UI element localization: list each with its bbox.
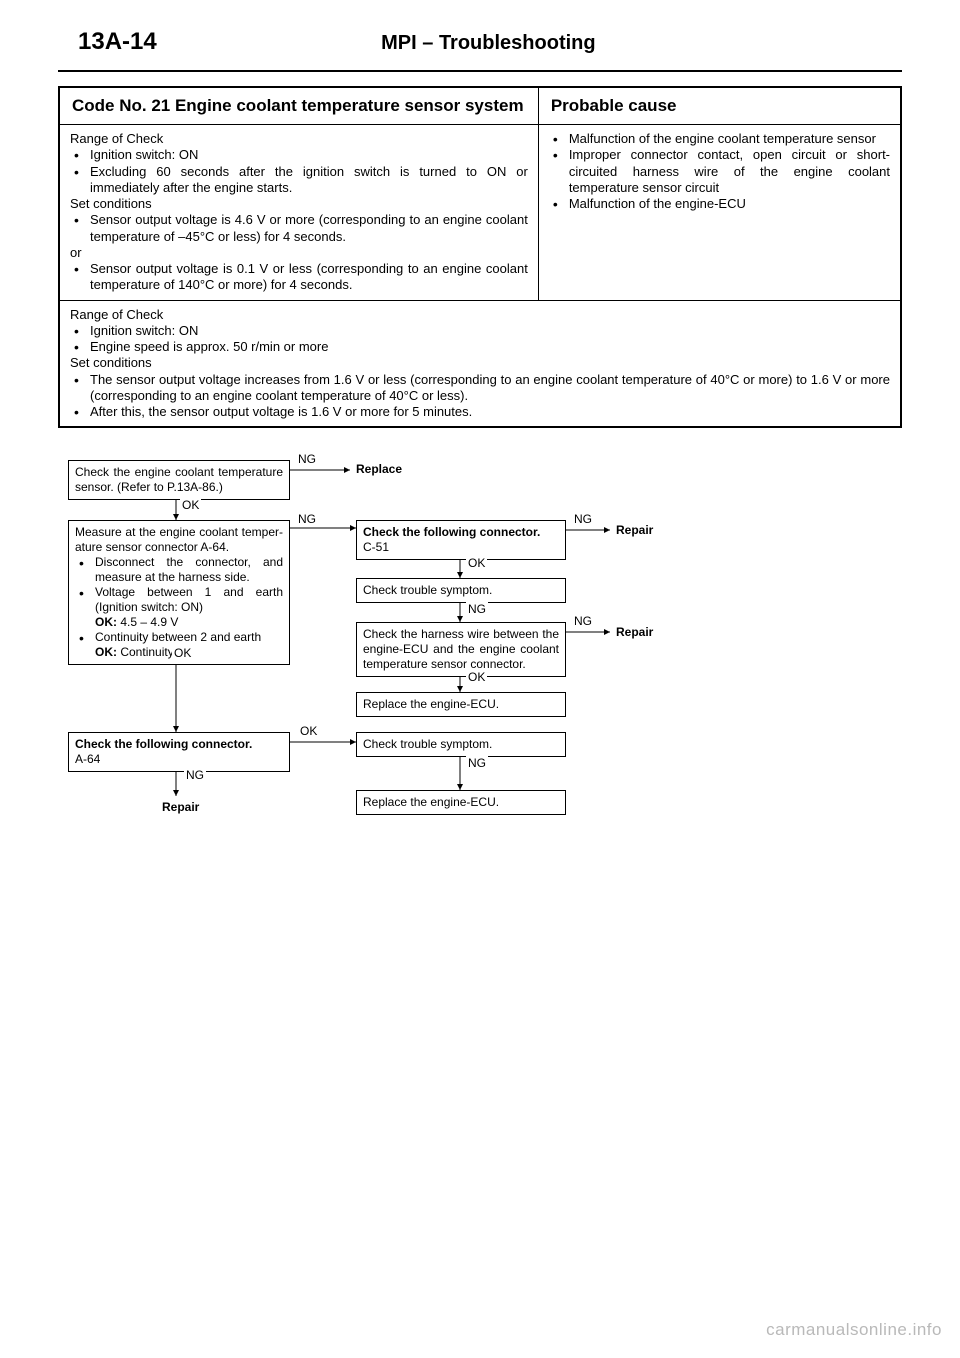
page-title: MPI – Troubleshooting bbox=[157, 32, 900, 55]
set-cond-item: Sensor output voltage is 0.1 V or less (… bbox=[70, 261, 528, 294]
watermark: carmanualsonline.info bbox=[766, 1320, 942, 1340]
range-item: Excluding 60 seconds after the ignition … bbox=[70, 164, 528, 197]
flow-box-replace-ecu-1: Replace the engine-ECU. bbox=[356, 692, 566, 717]
or-label: or bbox=[70, 245, 528, 261]
flow-label-ok: OK bbox=[180, 498, 201, 513]
flow-text: Check the harness wire between the engin… bbox=[363, 627, 559, 671]
range-item: Ignition switch: ON bbox=[70, 323, 890, 339]
cause-list: Malfunction of the engine coolant temper… bbox=[549, 131, 890, 212]
flow-text: Check trouble symptom. bbox=[363, 737, 492, 751]
ok-label: OK: bbox=[95, 645, 117, 659]
range-list: Ignition switch: ON Engine speed is appr… bbox=[70, 323, 890, 356]
flow-label-replace: Replace bbox=[354, 462, 404, 477]
flow-item: Voltage between 1 and earth (Ignition sw… bbox=[75, 585, 283, 630]
set-cond-item: The sensor output voltage increases from… bbox=[70, 372, 890, 405]
flow-box-replace-ecu-2: Replace the engine-ECU. bbox=[356, 790, 566, 815]
flow-box-connector-a64: Check the following connector. A-64 bbox=[68, 732, 290, 772]
flow-label-ok: OK bbox=[172, 646, 193, 661]
cause-item: Improper connector contact, open circuit… bbox=[549, 147, 890, 196]
flow-text: Voltage between 1 and earth (Ignition sw… bbox=[95, 585, 283, 614]
flow-box-measure-connector: Measure at the engine coolant temper-atu… bbox=[68, 520, 290, 665]
range-heading: Range of Check bbox=[70, 131, 528, 147]
flow-text: Replace the engine-ECU. bbox=[363, 795, 499, 809]
ok-value: Continuity bbox=[120, 645, 173, 659]
flow-label-ng: NG bbox=[466, 602, 488, 617]
flow-label-ng: NG bbox=[184, 768, 206, 783]
ok-value: 4.5 – 4.9 V bbox=[120, 615, 178, 629]
range-check-2: Range of Check Ignition switch: ON Engin… bbox=[60, 301, 900, 427]
code-title-cell: Code No. 21 Engine coolant temperature s… bbox=[60, 88, 539, 125]
probable-causes: Malfunction of the engine coolant temper… bbox=[539, 125, 900, 301]
range-item: Ignition switch: ON bbox=[70, 147, 528, 163]
ok-label: OK: bbox=[95, 615, 117, 629]
flow-text: Check the following connector. bbox=[363, 525, 540, 539]
table-body-row-1: Range of Check Ignition switch: ON Exclu… bbox=[60, 125, 900, 301]
flow-text: Continuity between 2 and earth bbox=[95, 630, 261, 644]
range-heading: Range of Check bbox=[70, 307, 890, 323]
page-number: 13A-14 bbox=[78, 28, 157, 56]
flow-text: Measure at the engine coolant temper-atu… bbox=[75, 525, 283, 555]
table-body-row-2: Range of Check Ignition switch: ON Engin… bbox=[60, 301, 900, 427]
set-cond-list: Sensor output voltage is 4.6 V or more (… bbox=[70, 212, 528, 245]
set-cond-item: After this, the sensor output voltage is… bbox=[70, 404, 890, 420]
flow-label-repair: Repair bbox=[614, 523, 655, 538]
flow-box-check-harness: Check the harness wire between the engin… bbox=[356, 622, 566, 677]
flow-text: A-64 bbox=[75, 752, 100, 766]
flow-label-repair: Repair bbox=[614, 625, 655, 640]
flow-label-ng: NG bbox=[572, 614, 594, 629]
header-rule bbox=[58, 70, 902, 72]
flow-text: Replace the engine-ECU. bbox=[363, 697, 499, 711]
flow-box-check-sensor: Check the engine coolant temperature sen… bbox=[68, 460, 290, 500]
flow-text: Check trouble symptom. bbox=[363, 583, 492, 597]
set-cond-heading: Set conditions bbox=[70, 196, 528, 212]
cause-item: Malfunction of the engine coolant temper… bbox=[549, 131, 890, 147]
flow-label-ok: OK bbox=[466, 556, 487, 571]
flow-box-check-symptom-2: Check trouble symptom. bbox=[356, 732, 566, 757]
set-cond-list-2: Sensor output voltage is 0.1 V or less (… bbox=[70, 261, 528, 294]
diagnostic-table: Code No. 21 Engine coolant temperature s… bbox=[58, 86, 902, 428]
set-cond-list: The sensor output voltage increases from… bbox=[70, 372, 890, 421]
flow-text: C-51 bbox=[363, 540, 389, 554]
flow-box-check-symptom-1: Check trouble symptom. bbox=[356, 578, 566, 603]
flow-label-repair: Repair bbox=[160, 800, 201, 815]
title-separator: – bbox=[422, 32, 433, 54]
flowchart: Check the engine coolant temperature sen… bbox=[58, 452, 902, 852]
set-cond-heading: Set conditions bbox=[70, 355, 890, 371]
flow-label-ok: OK bbox=[466, 670, 487, 685]
flow-box-connector-c51: Check the following connector. C-51 bbox=[356, 520, 566, 560]
flow-label-ng: NG bbox=[296, 512, 318, 527]
flow-list: Disconnect the connector, and measure at… bbox=[75, 555, 283, 660]
subtitle: Troubleshooting bbox=[439, 32, 596, 54]
flow-label-ng: NG bbox=[466, 756, 488, 771]
flow-text: Check the engine coolant temperature sen… bbox=[75, 465, 283, 494]
range-check-1: Range of Check Ignition switch: ON Exclu… bbox=[60, 125, 539, 301]
flow-text: Check the following connector. bbox=[75, 737, 252, 751]
cause-item: Malfunction of the engine-ECU bbox=[549, 196, 890, 212]
set-cond-item: Sensor output voltage is 4.6 V or more (… bbox=[70, 212, 528, 245]
page-header: 13A-14 MPI – Troubleshooting bbox=[0, 0, 960, 66]
range-item: Engine speed is approx. 50 r/min or more bbox=[70, 339, 890, 355]
probable-cause-header: Probable cause bbox=[539, 88, 900, 125]
flow-label-ng: NG bbox=[572, 512, 594, 527]
range-list: Ignition switch: ON Excluding 60 seconds… bbox=[70, 147, 528, 196]
table-header-row: Code No. 21 Engine coolant temperature s… bbox=[60, 88, 900, 125]
section-name: MPI bbox=[381, 32, 417, 54]
flow-label-ng: NG bbox=[296, 452, 318, 467]
flow-item: Disconnect the connector, and measure at… bbox=[75, 555, 283, 585]
flow-label-ok: OK bbox=[298, 724, 319, 739]
